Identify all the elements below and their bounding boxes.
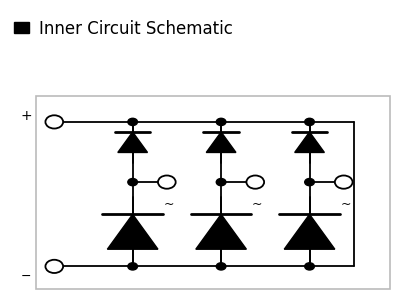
Text: −: − <box>21 269 31 283</box>
Text: Inner Circuit Schematic: Inner Circuit Schematic <box>39 20 233 38</box>
Circle shape <box>45 260 63 273</box>
Polygon shape <box>284 214 334 249</box>
Circle shape <box>246 175 263 189</box>
Polygon shape <box>195 214 246 249</box>
Polygon shape <box>107 214 158 249</box>
Circle shape <box>304 263 314 270</box>
Text: +: + <box>20 109 32 123</box>
Circle shape <box>128 263 137 270</box>
Circle shape <box>216 263 225 270</box>
Text: ~: ~ <box>163 198 174 211</box>
Circle shape <box>158 175 175 189</box>
Text: ~: ~ <box>251 198 262 211</box>
Circle shape <box>216 178 225 186</box>
Circle shape <box>216 118 225 126</box>
Circle shape <box>45 115 63 129</box>
Circle shape <box>128 118 137 126</box>
Circle shape <box>304 118 314 126</box>
Text: ~: ~ <box>340 198 350 211</box>
Polygon shape <box>206 132 235 153</box>
Circle shape <box>304 178 314 186</box>
Bar <box>14 22 29 33</box>
Bar <box>36 96 389 289</box>
Polygon shape <box>294 132 324 153</box>
Circle shape <box>128 178 137 186</box>
Circle shape <box>334 175 352 189</box>
Polygon shape <box>117 132 147 153</box>
